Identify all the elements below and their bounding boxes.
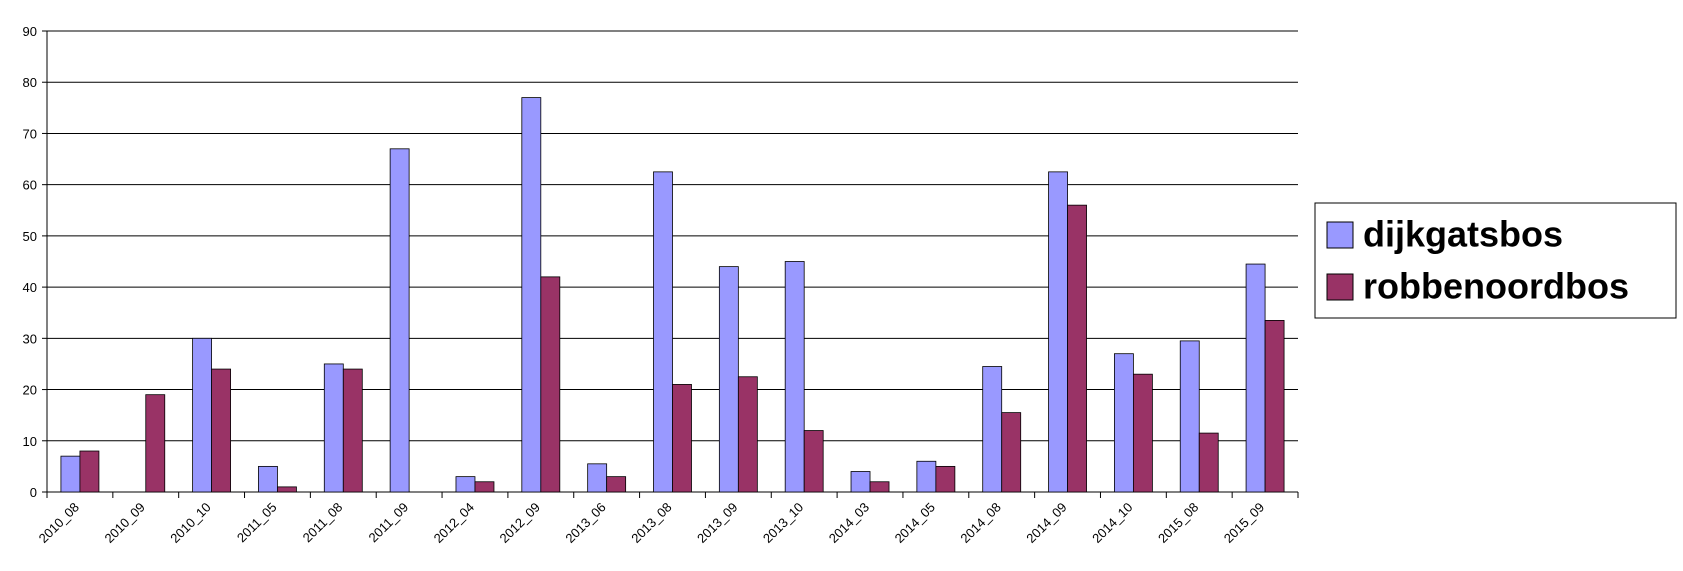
bar <box>1048 171 1068 493</box>
y-tick-label: 50 <box>23 229 37 244</box>
bar <box>1264 320 1285 493</box>
x-tick-label: 2014_08 <box>957 500 1003 546</box>
bar <box>211 368 232 493</box>
y-tick-label: 40 <box>23 280 37 295</box>
bar <box>1067 204 1087 493</box>
bar <box>1132 373 1153 493</box>
y-tick-label: 90 <box>23 24 37 39</box>
legend-label: robbenoordbos <box>1363 266 1629 307</box>
bar <box>672 384 692 493</box>
x-tick-label: 2010_10 <box>167 500 213 546</box>
y-tick-label: 10 <box>23 434 37 449</box>
bar <box>1179 340 1200 493</box>
x-tick-label: 2013_09 <box>694 500 740 546</box>
bar <box>277 486 297 493</box>
x-tick-label: 2015_08 <box>1155 500 1201 546</box>
bar <box>521 97 542 493</box>
bar <box>1001 412 1022 493</box>
bar <box>1245 263 1266 493</box>
y-tick-label: 80 <box>23 75 37 90</box>
y-tick-label: 20 <box>23 383 37 398</box>
x-tick-label: 2012_04 <box>431 500 477 546</box>
bar <box>718 266 739 493</box>
x-tick-label: 2011_05 <box>234 500 280 546</box>
bar <box>60 455 81 493</box>
legend-label: dijkgatsbos <box>1363 214 1563 255</box>
bar <box>850 471 871 493</box>
x-tick-label: 2012_09 <box>497 500 543 546</box>
bar <box>653 171 673 493</box>
y-tick-label: 60 <box>23 178 37 193</box>
bar <box>258 465 278 493</box>
bar <box>323 363 344 493</box>
legend: dijkgatsbos robbenoordbos <box>1314 202 1677 319</box>
bar <box>606 476 627 493</box>
x-tick-label: 2013_10 <box>760 500 806 546</box>
x-tick-label: 2013_08 <box>628 500 674 546</box>
x-tick-label: 2014_09 <box>1023 500 1069 546</box>
y-tick-label: 30 <box>23 331 37 346</box>
bar <box>540 276 561 493</box>
bar <box>1113 353 1134 493</box>
x-tick-label: 2011_09 <box>366 500 412 546</box>
legend-swatch <box>1326 221 1354 249</box>
bar <box>869 481 890 493</box>
bar <box>803 430 824 493</box>
legend-box <box>1314 202 1677 319</box>
x-tick-label: 2014_10 <box>1089 500 1135 546</box>
x-tick-label: 2014_05 <box>892 500 938 546</box>
bar <box>455 476 476 493</box>
bar <box>474 481 495 493</box>
bar <box>145 394 166 493</box>
bar <box>737 376 758 493</box>
bar <box>79 450 100 493</box>
bar <box>1198 432 1219 493</box>
bar <box>587 463 608 493</box>
y-tick-label: 0 <box>30 485 37 500</box>
bar <box>192 337 213 493</box>
bar <box>916 460 937 493</box>
bar <box>935 465 956 493</box>
bar <box>784 261 805 493</box>
bar <box>342 368 363 493</box>
x-tick-label: 2013_06 <box>562 500 608 546</box>
x-tick-label: 2015_09 <box>1221 500 1267 546</box>
x-tick-label: 2014_03 <box>826 500 872 546</box>
bar <box>982 366 1003 493</box>
x-tick-label: 2010_08 <box>36 500 82 546</box>
y-tick-label: 70 <box>23 126 37 141</box>
x-tick-label: 2011_08 <box>300 500 346 546</box>
x-tick-label: 2010_09 <box>101 500 147 546</box>
legend-swatch <box>1326 273 1354 301</box>
bar <box>389 148 410 493</box>
